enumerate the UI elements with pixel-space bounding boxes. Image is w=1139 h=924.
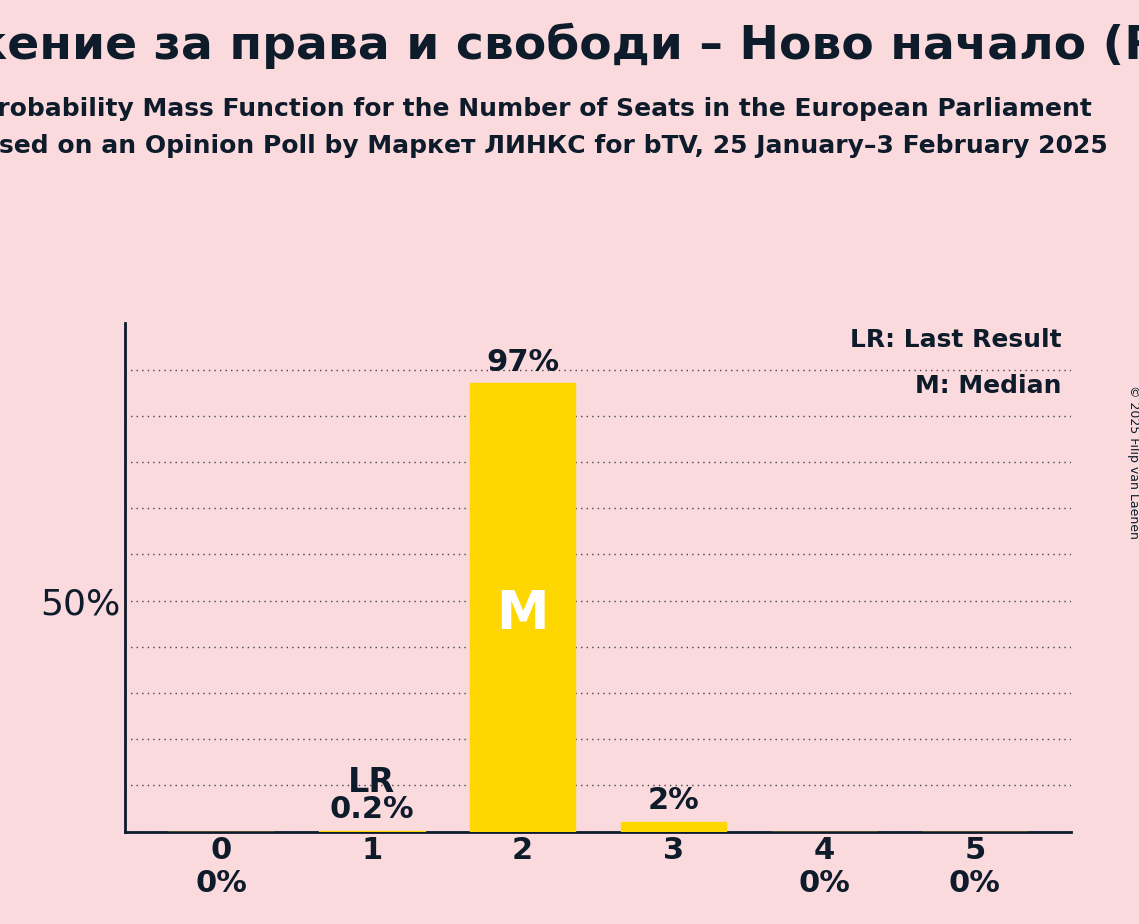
Text: LR: LR <box>349 766 395 799</box>
Bar <box>469 383 575 832</box>
Text: 2%: 2% <box>647 786 699 815</box>
Text: Based on an Opinion Poll by Маркет ЛИНКС for bTV, 25 January–3 February 2025: Based on an Opinion Poll by Маркет ЛИНКС… <box>0 134 1108 158</box>
Text: 0%: 0% <box>949 869 1001 897</box>
Text: M: Median: M: Median <box>915 374 1062 398</box>
Text: LR: Last Result: LR: Last Result <box>850 328 1062 352</box>
Text: M: M <box>497 589 549 640</box>
Text: © 2025 Filip van Laenen: © 2025 Filip van Laenen <box>1126 385 1139 539</box>
Text: 0%: 0% <box>798 869 850 897</box>
Text: 0.2%: 0.2% <box>329 795 415 824</box>
Text: Движение за права и свободи – Ново начало (RE): Движение за права и свободи – Ново начал… <box>0 23 1139 69</box>
Text: 97%: 97% <box>486 347 559 377</box>
Bar <box>319 831 425 832</box>
Text: 0%: 0% <box>195 869 247 897</box>
Bar <box>621 822 727 832</box>
Text: Probability Mass Function for the Number of Seats in the European Parliament: Probability Mass Function for the Number… <box>0 97 1092 121</box>
